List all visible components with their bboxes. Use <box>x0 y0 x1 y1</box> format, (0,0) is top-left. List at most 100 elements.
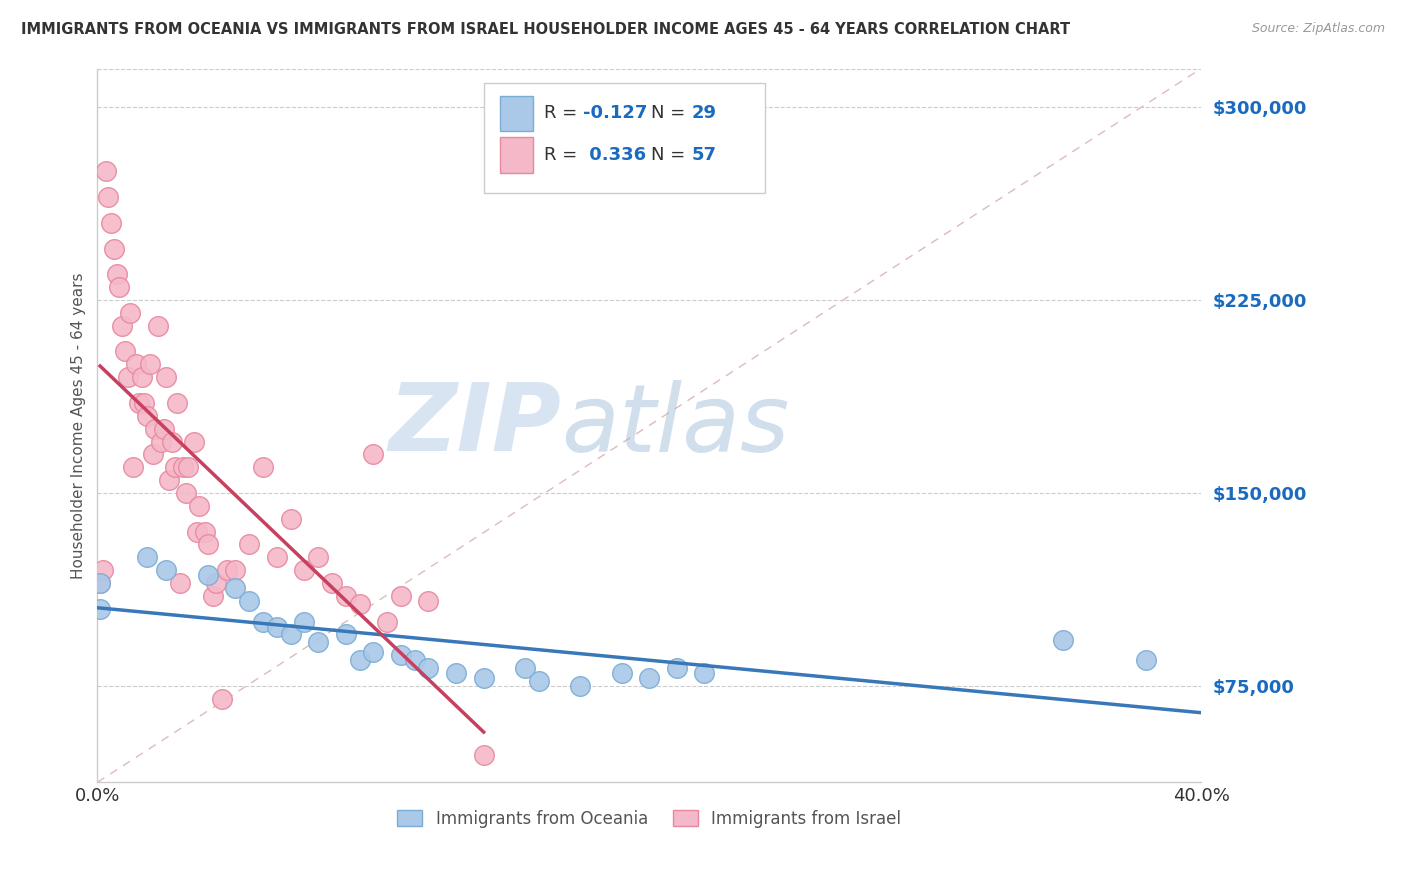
Point <box>252 615 274 629</box>
Point <box>122 460 145 475</box>
Point <box>163 460 186 475</box>
Point <box>146 318 169 333</box>
Point <box>307 635 329 649</box>
Point <box>149 434 172 449</box>
Point <box>125 357 148 371</box>
Point <box>152 422 174 436</box>
Point <box>418 594 440 608</box>
Text: N =: N = <box>651 104 692 122</box>
Point <box>160 434 183 449</box>
Text: atlas: atlas <box>561 380 789 471</box>
Point <box>363 447 385 461</box>
Point <box>363 645 385 659</box>
Point <box>105 268 128 282</box>
Point <box>665 661 688 675</box>
Point <box>1135 653 1157 667</box>
Point <box>128 396 150 410</box>
Point <box>139 357 162 371</box>
Text: N =: N = <box>651 146 692 164</box>
Point <box>610 666 633 681</box>
Point <box>89 601 111 615</box>
Text: IMMIGRANTS FROM OCEANIA VS IMMIGRANTS FROM ISRAEL HOUSEHOLDER INCOME AGES 45 - 6: IMMIGRANTS FROM OCEANIA VS IMMIGRANTS FR… <box>21 22 1070 37</box>
Point <box>155 563 177 577</box>
Point <box>693 666 716 681</box>
Text: R =: R = <box>544 104 583 122</box>
Text: ZIP: ZIP <box>388 379 561 472</box>
Point <box>527 673 550 688</box>
Point <box>404 653 426 667</box>
Text: Source: ZipAtlas.com: Source: ZipAtlas.com <box>1251 22 1385 36</box>
Point <box>280 511 302 525</box>
Point <box>117 370 139 384</box>
Point <box>472 671 495 685</box>
Text: R =: R = <box>544 146 583 164</box>
Y-axis label: Householder Income Ages 45 - 64 years: Householder Income Ages 45 - 64 years <box>72 272 86 579</box>
Point <box>169 576 191 591</box>
Point <box>194 524 217 539</box>
Point <box>197 568 219 582</box>
Point <box>444 666 467 681</box>
Point <box>224 581 246 595</box>
Point <box>238 594 260 608</box>
Point <box>349 597 371 611</box>
Text: 57: 57 <box>692 146 716 164</box>
Legend: Immigrants from Oceania, Immigrants from Israel: Immigrants from Oceania, Immigrants from… <box>391 804 908 835</box>
Point <box>103 242 125 256</box>
Point <box>307 550 329 565</box>
Point <box>197 537 219 551</box>
Point <box>114 344 136 359</box>
Point <box>252 460 274 475</box>
Point <box>569 679 592 693</box>
Point <box>211 691 233 706</box>
Point <box>375 615 398 629</box>
Point <box>266 620 288 634</box>
Point <box>292 615 315 629</box>
Point <box>183 434 205 449</box>
Point <box>120 306 142 320</box>
Point <box>91 563 114 577</box>
Point <box>89 576 111 591</box>
Point <box>238 537 260 551</box>
Point <box>166 396 188 410</box>
Point <box>638 671 661 685</box>
Point <box>335 589 357 603</box>
Point <box>266 550 288 565</box>
Point <box>202 589 225 603</box>
Bar <box>501 95 533 131</box>
Text: -0.127: -0.127 <box>583 104 647 122</box>
Point <box>321 576 343 591</box>
Point <box>224 563 246 577</box>
Point <box>97 190 120 204</box>
FancyBboxPatch shape <box>484 83 765 194</box>
Point <box>186 524 208 539</box>
Point <box>134 396 156 410</box>
Point <box>205 576 228 591</box>
Point <box>136 409 159 423</box>
Point <box>177 460 200 475</box>
Bar <box>501 137 533 173</box>
Point <box>136 550 159 565</box>
Point <box>188 499 211 513</box>
Point <box>292 563 315 577</box>
Text: 29: 29 <box>692 104 716 122</box>
Point <box>513 661 536 675</box>
Point <box>472 748 495 763</box>
Point <box>143 422 166 436</box>
Point <box>157 473 180 487</box>
Point <box>155 370 177 384</box>
Point <box>215 563 238 577</box>
Point <box>100 216 122 230</box>
Point <box>174 486 197 500</box>
Point <box>1052 632 1074 647</box>
Point <box>389 648 412 662</box>
Point <box>131 370 153 384</box>
Point <box>89 576 111 591</box>
Text: 0.336: 0.336 <box>583 146 647 164</box>
Point <box>141 447 163 461</box>
Point <box>349 653 371 667</box>
Point <box>111 318 134 333</box>
Point <box>94 164 117 178</box>
Point <box>418 661 440 675</box>
Point <box>335 627 357 641</box>
Point <box>389 589 412 603</box>
